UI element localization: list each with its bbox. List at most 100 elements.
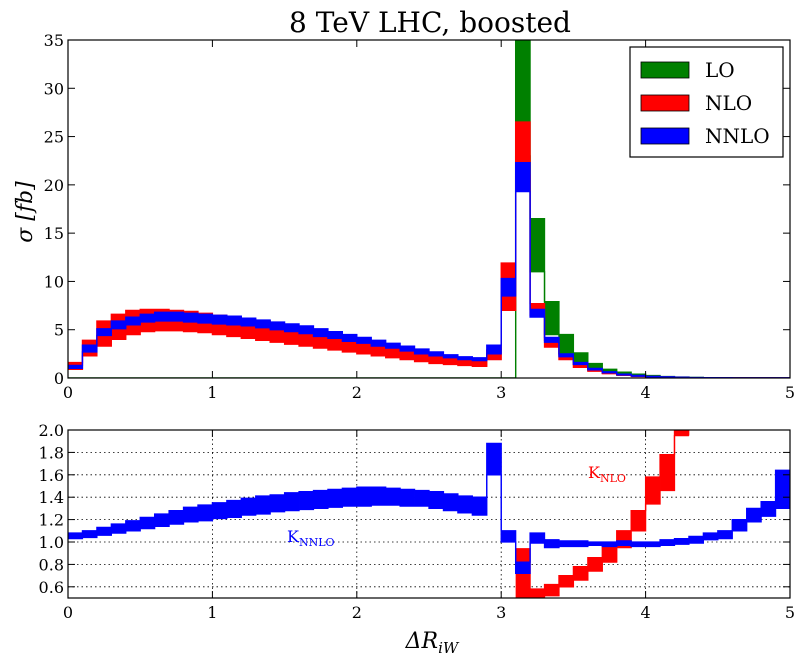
legend-swatch-lo xyxy=(640,61,690,79)
band-bin xyxy=(775,470,790,509)
band-bin xyxy=(183,313,199,322)
band-bin xyxy=(111,524,127,534)
band-bin xyxy=(501,530,517,542)
legend-label-nnlo: NNLO xyxy=(705,124,770,148)
band-bin xyxy=(284,492,300,511)
top-x-tick-label: 5 xyxy=(785,383,794,402)
ratio-y-tick-label: 1.2 xyxy=(39,511,64,530)
band-bin xyxy=(414,352,430,362)
band-bin xyxy=(197,505,213,521)
legend-swatch-nlo xyxy=(640,94,690,112)
band-bin xyxy=(443,354,459,358)
band-bin xyxy=(371,344,387,356)
band-bin xyxy=(761,501,776,517)
legend-label-nlo: NLO xyxy=(705,91,752,115)
ratio-axis-ticks: 0 1 2 3 4 5 0.6 0.8 1.0 1.2 1.4 1.6 1.8 2.0 xyxy=(39,421,794,622)
band-bin xyxy=(327,331,343,339)
top-x-tick-label: 4 xyxy=(641,383,651,402)
series-nlo xyxy=(68,121,790,378)
band-lower-edge xyxy=(68,474,790,575)
band-bin xyxy=(717,530,733,539)
band-bin xyxy=(544,539,560,548)
band-bin xyxy=(299,491,314,510)
band-bin xyxy=(68,533,83,539)
band-bin xyxy=(558,334,574,354)
series-nnlo xyxy=(68,161,790,378)
top-x-tick-label: 2 xyxy=(352,383,362,402)
band-bin xyxy=(443,357,459,365)
band-bin xyxy=(732,519,748,531)
band-bin xyxy=(82,530,98,538)
band-bin xyxy=(530,218,545,272)
band-bin xyxy=(400,349,415,360)
top-y-tick-label: 15 xyxy=(44,224,64,243)
series-k-nlo xyxy=(515,430,690,598)
ratio-y-tick-label: 2.0 xyxy=(39,421,64,440)
band-bin xyxy=(226,500,242,518)
band-bin xyxy=(703,533,719,540)
band-bin xyxy=(169,510,184,525)
band-upper-edge xyxy=(68,161,790,378)
band-bin xyxy=(140,517,156,529)
band-bin xyxy=(414,349,430,354)
band-bin xyxy=(515,162,531,192)
ratio-y-tick-label: 1.0 xyxy=(39,533,64,552)
band-bin xyxy=(631,542,646,547)
top-y-tick-label: 25 xyxy=(44,128,64,147)
band-bin xyxy=(558,540,574,547)
band-bin xyxy=(371,487,387,506)
band-bin xyxy=(125,317,141,325)
band-bin xyxy=(400,346,415,351)
band-bin xyxy=(660,539,675,546)
band-bin xyxy=(356,487,372,507)
band-bin xyxy=(169,312,184,322)
band-upper-edge xyxy=(68,442,790,563)
band-bin xyxy=(472,357,488,361)
band-bin xyxy=(486,443,502,475)
band-bin xyxy=(385,343,401,349)
band-bin xyxy=(96,328,112,336)
ratio-y-tick-label: 1.4 xyxy=(39,488,64,507)
band-bin xyxy=(558,353,574,357)
band-lower-edge xyxy=(68,155,790,378)
top-y-tick-label: 35 xyxy=(44,31,64,50)
top-y-tick-label: 30 xyxy=(44,79,64,98)
band-bin xyxy=(429,491,444,509)
legend-label-lo: LO xyxy=(705,58,735,82)
band-bin xyxy=(385,488,401,506)
band-lower-edge xyxy=(515,434,689,598)
band-bin xyxy=(587,363,603,371)
band-bin xyxy=(111,321,127,329)
band-bin xyxy=(429,355,444,364)
band-bin xyxy=(212,315,228,324)
ratio-x-tick-label: 2 xyxy=(352,603,362,622)
band-bin xyxy=(255,496,271,514)
band-bin xyxy=(183,507,199,522)
chart-title: 8 TeV LHC, boosted xyxy=(289,6,571,39)
band-bin xyxy=(645,542,661,547)
band-bin xyxy=(660,454,675,491)
x-axis-label: ΔRiW xyxy=(405,629,460,657)
ratio-x-tick-label: 0 xyxy=(63,603,73,622)
ratio-x-tick-label: 3 xyxy=(496,603,506,622)
band-bin xyxy=(602,546,618,563)
band-bin xyxy=(327,489,343,508)
y-axis-label: σ [fb] xyxy=(13,181,38,243)
band-bin xyxy=(530,533,545,544)
band-lower-edge xyxy=(68,190,790,378)
band-upper-edge xyxy=(515,430,689,590)
band-bin xyxy=(371,340,387,347)
band-bin xyxy=(154,514,170,527)
series-k-nnlo xyxy=(68,442,790,575)
band-bin xyxy=(68,365,83,369)
band-bin xyxy=(140,314,156,322)
band-bin xyxy=(587,557,603,572)
top-y-tick-label: 5 xyxy=(54,321,64,340)
band-bin xyxy=(284,323,300,332)
band-bin xyxy=(573,566,589,581)
band-bin xyxy=(270,494,285,512)
band-bin xyxy=(212,502,228,519)
band-lower-edge xyxy=(68,174,790,378)
band-bin xyxy=(573,364,589,368)
band-bin xyxy=(255,320,271,328)
